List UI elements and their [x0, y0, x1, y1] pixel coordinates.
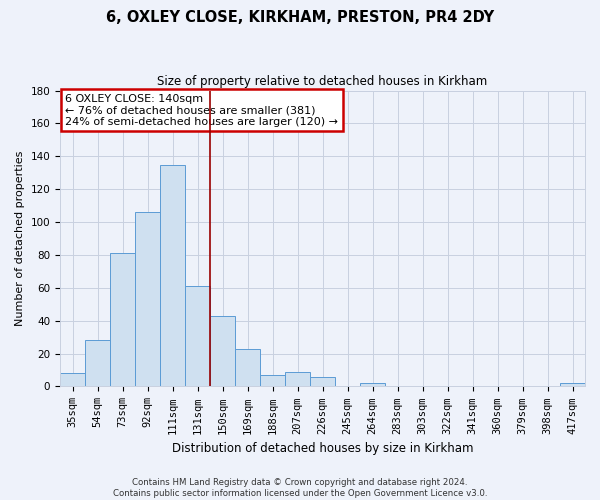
X-axis label: Distribution of detached houses by size in Kirkham: Distribution of detached houses by size …	[172, 442, 473, 455]
Bar	[235, 348, 260, 387]
Title: Size of property relative to detached houses in Kirkham: Size of property relative to detached ho…	[157, 75, 488, 88]
Bar	[160, 164, 185, 386]
Bar	[110, 254, 135, 386]
Bar	[185, 286, 210, 386]
Bar	[260, 375, 285, 386]
Bar	[210, 316, 235, 386]
Bar	[310, 376, 335, 386]
Bar	[360, 383, 385, 386]
Bar	[85, 340, 110, 386]
Bar	[560, 383, 585, 386]
Bar	[60, 374, 85, 386]
Text: Contains HM Land Registry data © Crown copyright and database right 2024.
Contai: Contains HM Land Registry data © Crown c…	[113, 478, 487, 498]
Text: 6 OXLEY CLOSE: 140sqm
← 76% of detached houses are smaller (381)
24% of semi-det: 6 OXLEY CLOSE: 140sqm ← 76% of detached …	[65, 94, 338, 126]
Y-axis label: Number of detached properties: Number of detached properties	[15, 151, 25, 326]
Text: 6, OXLEY CLOSE, KIRKHAM, PRESTON, PR4 2DY: 6, OXLEY CLOSE, KIRKHAM, PRESTON, PR4 2D…	[106, 10, 494, 25]
Bar	[285, 372, 310, 386]
Bar	[135, 212, 160, 386]
